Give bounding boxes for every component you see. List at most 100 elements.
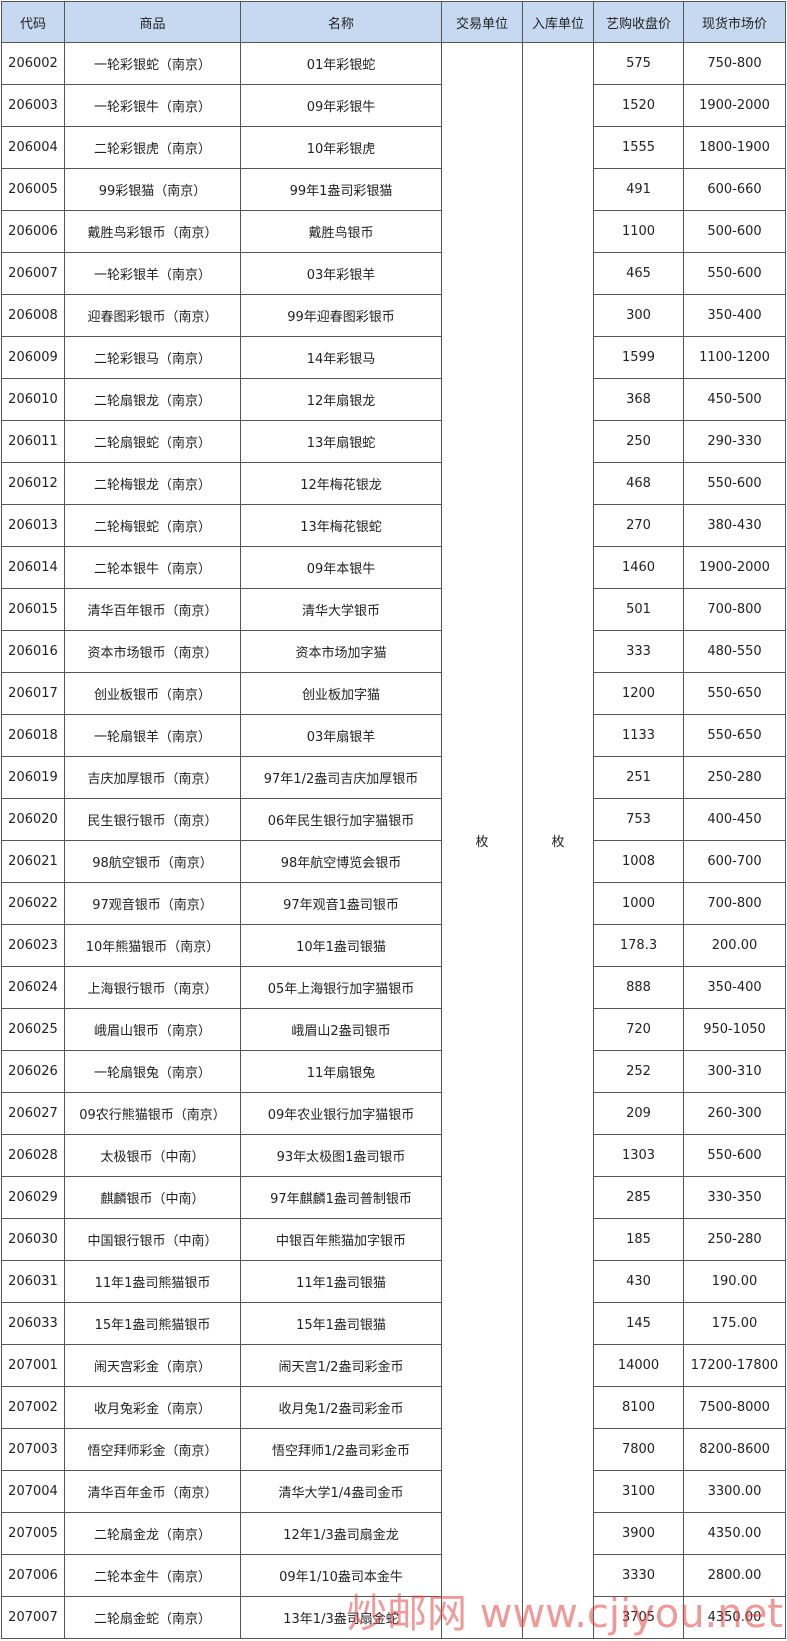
table-row: 206026 一轮扇银兔（南京） 11年扇银兔 252 300-310 bbox=[1, 1050, 786, 1093]
market-price-cell: 480-550 bbox=[683, 630, 786, 673]
market-price-cell: 250-280 bbox=[683, 1218, 786, 1261]
close-price-cell: 250 bbox=[593, 420, 684, 463]
product-cell: 创业板银币（南京） bbox=[64, 672, 241, 715]
close-price-cell: 185 bbox=[593, 1218, 684, 1261]
code-cell: 206033 bbox=[1, 1302, 65, 1345]
product-cell: 二轮梅银蛇（南京） bbox=[64, 504, 241, 547]
code-cell: 206007 bbox=[1, 252, 65, 295]
close-price-cell: 8100 bbox=[593, 1386, 684, 1429]
trade-unit-cell: 枚 bbox=[441, 42, 523, 1639]
close-price-cell: 465 bbox=[593, 252, 684, 295]
close-price-cell: 753 bbox=[593, 798, 684, 841]
market-price-cell: 8200-8600 bbox=[683, 1428, 786, 1471]
table-row: 206031 11年1盎司熊猫银币 11年1盎司银猫 430 190.00 bbox=[1, 1260, 786, 1303]
table-row: 206013 二轮梅银蛇（南京） 13年梅花银蛇 270 380-430 bbox=[1, 504, 786, 547]
product-cell: 11年1盎司熊猫银币 bbox=[64, 1260, 241, 1303]
market-price-cell: 1100-1200 bbox=[683, 336, 786, 379]
name-cell: 中银百年熊猫加字银币 bbox=[240, 1218, 442, 1261]
close-price-cell: 285 bbox=[593, 1176, 684, 1219]
name-cell: 97年1/2盎司吉庆加厚银币 bbox=[240, 756, 442, 799]
code-cell: 206003 bbox=[1, 84, 65, 127]
market-price-cell: 550-600 bbox=[683, 462, 786, 505]
name-cell: 93年太极图1盎司银币 bbox=[240, 1134, 442, 1177]
close-price-cell: 575 bbox=[593, 42, 684, 85]
name-cell: 11年1盎司银猫 bbox=[240, 1260, 442, 1303]
product-cell: 二轮本银牛（南京） bbox=[64, 546, 241, 589]
name-cell: 悟空拜师1/2盎司彩金币 bbox=[240, 1428, 442, 1471]
code-cell: 206018 bbox=[1, 714, 65, 757]
product-cell: 迎春图彩银币（南京） bbox=[64, 294, 241, 337]
table-row: 207005 二轮扇金龙（南京） 12年1/3盎司扇金龙 3900 4350.00 bbox=[1, 1512, 786, 1555]
product-cell: 中国银行银币（中南） bbox=[64, 1218, 241, 1261]
product-cell: 97观音银币（南京） bbox=[64, 882, 241, 925]
table-row: 206008 迎春图彩银币（南京） 99年迎春图彩银币 300 350-400 bbox=[1, 294, 786, 337]
table-row: 206023 10年熊猫银币（南京） 10年1盎司银猫 178.3 200.00 bbox=[1, 924, 786, 967]
name-cell: 12年1/3盎司扇金龙 bbox=[240, 1512, 442, 1555]
market-price-cell: 750-800 bbox=[683, 42, 786, 85]
code-cell: 206015 bbox=[1, 588, 65, 631]
table-row: 206010 二轮扇银龙（南京） 12年扇银龙 368 450-500 bbox=[1, 378, 786, 421]
product-cell: 闹天宫彩金（南京） bbox=[64, 1344, 241, 1387]
product-cell: 峨眉山银币（南京） bbox=[64, 1008, 241, 1051]
market-price-cell: 1900-2000 bbox=[683, 84, 786, 127]
market-price-cell: 550-600 bbox=[683, 1134, 786, 1177]
close-price-cell: 491 bbox=[593, 168, 684, 211]
code-cell: 206011 bbox=[1, 420, 65, 463]
name-cell: 收月兔1/2盎司彩金币 bbox=[240, 1386, 442, 1429]
table-row: 206012 二轮梅银龙（南京） 12年梅花银龙 468 550-600 bbox=[1, 462, 786, 505]
close-price-cell: 300 bbox=[593, 294, 684, 337]
market-price-cell: 450-500 bbox=[683, 378, 786, 421]
market-price-cell: 330-350 bbox=[683, 1176, 786, 1219]
product-cell: 太极银币（中南） bbox=[64, 1134, 241, 1177]
name-cell: 99年1盎司彩银猫 bbox=[240, 168, 442, 211]
name-cell: 峨眉山2盎司银币 bbox=[240, 1008, 442, 1051]
market-price-cell: 250-280 bbox=[683, 756, 786, 799]
table-row: 206030 中国银行银币（中南） 中银百年熊猫加字银币 185 250-280 bbox=[1, 1218, 786, 1261]
name-cell: 01年彩银蛇 bbox=[240, 42, 442, 85]
product-cell: 戴胜鸟彩银币（南京） bbox=[64, 210, 241, 253]
header-cell: 代码 bbox=[1, 1, 65, 43]
name-cell: 13年梅花银蛇 bbox=[240, 504, 442, 547]
code-cell: 206005 bbox=[1, 168, 65, 211]
market-price-cell: 500-600 bbox=[683, 210, 786, 253]
product-cell: 10年熊猫银币（南京） bbox=[64, 924, 241, 967]
table-row: 207003 悟空拜师彩金（南京） 悟空拜师1/2盎司彩金币 7800 8200-860… bbox=[1, 1428, 786, 1471]
name-cell: 99年迎春图彩银币 bbox=[240, 294, 442, 337]
market-price-cell: 350-400 bbox=[683, 294, 786, 337]
code-cell: 206002 bbox=[1, 42, 65, 85]
product-cell: 民生银行银币（南京） bbox=[64, 798, 241, 841]
header-cell: 现货市场价 bbox=[683, 1, 786, 43]
close-price-cell: 333 bbox=[593, 630, 684, 673]
table-row: 206019 吉庆加厚银币（南京） 97年1/2盎司吉庆加厚银币 251 250-280 bbox=[1, 756, 786, 799]
header-cell: 交易单位 bbox=[441, 1, 523, 43]
name-cell: 13年扇银蛇 bbox=[240, 420, 442, 463]
close-price-cell: 1303 bbox=[593, 1134, 684, 1177]
table-row: 206015 清华百年银币（南京） 清华大学银币 501 700-800 bbox=[1, 588, 786, 631]
close-price-cell: 3330 bbox=[593, 1554, 684, 1597]
code-cell: 207007 bbox=[1, 1596, 65, 1639]
close-price-cell: 888 bbox=[593, 966, 684, 1009]
market-price-cell: 700-800 bbox=[683, 588, 786, 631]
product-cell: 二轮扇银龙（南京） bbox=[64, 378, 241, 421]
code-cell: 207005 bbox=[1, 1512, 65, 1555]
product-cell: 二轮彩银马（南京） bbox=[64, 336, 241, 379]
name-cell: 97年观音1盎司银币 bbox=[240, 882, 442, 925]
code-cell: 206024 bbox=[1, 966, 65, 1009]
table-row: 206009 二轮彩银马（南京） 14年彩银马 1599 1100-1200 bbox=[1, 336, 786, 379]
table-row: 206022 97观音银币（南京） 97年观音1盎司银币 1000 700-800 bbox=[1, 882, 786, 925]
header-cell: 入库单位 bbox=[522, 1, 594, 43]
market-price-cell: 550-650 bbox=[683, 672, 786, 715]
code-cell: 207001 bbox=[1, 1344, 65, 1387]
name-cell: 09年彩银牛 bbox=[240, 84, 442, 127]
market-price-cell: 1900-2000 bbox=[683, 546, 786, 589]
close-price-cell: 1200 bbox=[593, 672, 684, 715]
name-cell: 14年彩银马 bbox=[240, 336, 442, 379]
table-row: 206025 峨眉山银币（南京） 峨眉山2盎司银币 720 950-1050 bbox=[1, 1008, 786, 1051]
name-cell: 闹天宫1/2盎司彩金币 bbox=[240, 1344, 442, 1387]
product-cell: 资本市场银币（南京） bbox=[64, 630, 241, 673]
market-price-cell: 1800-1900 bbox=[683, 126, 786, 169]
table-row: 206018 一轮扇银羊（南京） 03年扇银羊 1133 550-650 bbox=[1, 714, 786, 757]
market-price-cell: 300-310 bbox=[683, 1050, 786, 1093]
code-cell: 206006 bbox=[1, 210, 65, 253]
